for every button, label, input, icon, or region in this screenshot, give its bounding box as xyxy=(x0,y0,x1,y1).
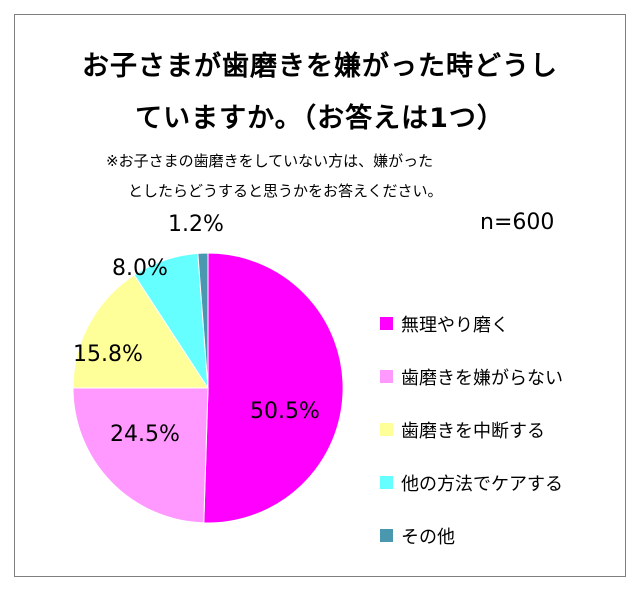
chart-note-line-2: としたらどうすると思うかをお答えください。 xyxy=(128,182,443,200)
pie-slice-value-label-4: 8.0% xyxy=(112,256,168,281)
pie-slice-3 xyxy=(72,274,209,389)
sample-size-label: n=600 xyxy=(480,210,555,235)
legend-label: 他の方法でケアする xyxy=(401,473,563,495)
pie-slice-value-label-1: 50.5% xyxy=(250,399,320,424)
legend-swatch xyxy=(380,476,393,489)
legend-label: 歯磨きを中断する xyxy=(401,420,545,442)
legend-label: 歯磨きを嫌がらない xyxy=(401,367,563,389)
pie-slice-2 xyxy=(72,387,209,524)
chart-title-line-2: ていますか。（お答えは1つ） xyxy=(135,103,505,134)
pie-slice-1 xyxy=(203,252,344,524)
legend-item-3: 歯磨きを中断する xyxy=(380,419,563,442)
legend-item-4: 他の方法でケアする xyxy=(380,472,563,495)
chart-legend: 無理やり磨く歯磨きを嫌がらない 歯磨きを中断する 他の方法でケアする その他 xyxy=(380,313,563,548)
legend-item-1: 無理やり磨く xyxy=(380,313,563,336)
legend-label: 無理やり磨く xyxy=(401,314,509,336)
chart-note-line-1: ※お子さまの歯磨きをしていない方は、嫌がった xyxy=(106,152,434,170)
legend-swatch xyxy=(380,529,393,542)
pie-slice-5 xyxy=(197,252,209,389)
legend-swatch xyxy=(380,423,393,436)
pie-slice-value-label-5: 1.2% xyxy=(168,212,224,237)
pie-slice-value-label-3: 15.8% xyxy=(73,342,143,367)
legend-item-2: 歯磨きを嫌がらない xyxy=(380,366,563,389)
pie-slice-value-label-2: 24.5% xyxy=(110,422,180,447)
legend-swatch xyxy=(380,317,393,330)
legend-item-5: その他 xyxy=(380,525,563,548)
chart-title-line-1: お子さまが歯磨きを嫌がった時どうし xyxy=(82,51,558,82)
legend-label: その他 xyxy=(401,526,455,548)
legend-swatch xyxy=(380,370,393,383)
